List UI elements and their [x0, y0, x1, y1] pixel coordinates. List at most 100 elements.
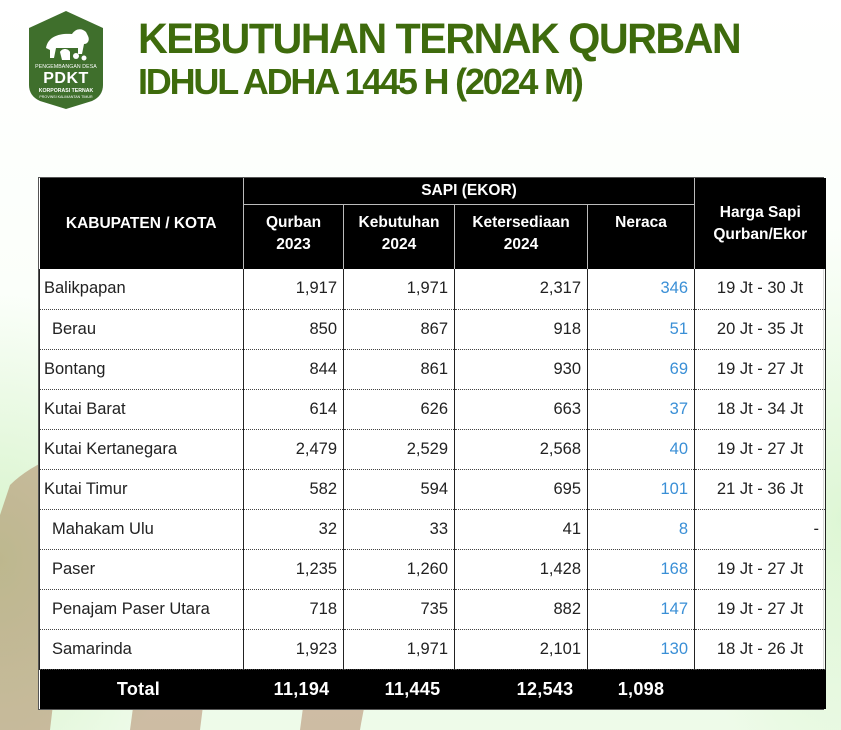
header-harga-line1: Harga Sapi: [719, 203, 801, 221]
table-row: Bontang 844 861 930 69 19 Jt - 27 Jt: [39, 349, 827, 390]
header-qurban-2023: Qurban 2023: [243, 204, 344, 269]
cell-neraca: 69: [586, 349, 696, 390]
total-neraca: 1,098: [587, 669, 695, 709]
cell-harga: 19 Jt - 27 Jt: [694, 349, 827, 390]
cell-neraca: 346: [586, 269, 696, 310]
logo-top-text: PENGEMBANGAN DESA: [35, 64, 97, 70]
qurban-needs-table: KABUPATEN / KOTA SAPI (EKOR) Harga Sapi …: [38, 177, 827, 710]
header-ketersediaan-line2: 2024: [503, 235, 539, 253]
cell-ketersediaan-2024: 695: [454, 469, 588, 510]
header-region: KABUPATEN / KOTA: [39, 178, 244, 269]
total-qurban-2023: 11,194: [243, 669, 344, 709]
cell-neraca: 168: [586, 549, 696, 590]
table-row: Kutai Kertanegara 2,479 2,529 2,568 40 1…: [39, 429, 827, 470]
cell-region: Kutai Kertanegara: [39, 429, 244, 470]
cell-kebutuhan-2024: 735: [343, 589, 455, 630]
cell-harga: -: [694, 509, 827, 550]
cell-qurban-2023: 582: [243, 469, 344, 510]
cell-qurban-2023: 718: [243, 589, 344, 630]
cell-neraca: 51: [586, 309, 696, 350]
cell-qurban-2023: 1,923: [243, 629, 344, 670]
cell-neraca: 8: [586, 509, 696, 550]
cell-region: Paser: [39, 549, 244, 590]
table-row: Kutai Barat 614 626 663 37 18 Jt - 34 Jt: [39, 389, 827, 430]
cell-harga: 19 Jt - 27 Jt: [694, 429, 827, 470]
cell-neraca: 40: [586, 429, 696, 470]
header-group-sapi: SAPI (EKOR): [242, 178, 696, 205]
cell-harga: 19 Jt - 30 Jt: [694, 269, 827, 310]
cell-neraca: 101: [586, 469, 696, 510]
table-row: Paser 1,235 1,260 1,428 168 19 Jt - 27 J…: [39, 549, 827, 590]
cell-kebutuhan-2024: 626: [343, 389, 455, 430]
pdkt-logo: PENGEMBANGAN DESA PDKT KORPORASI TERNAK …: [20, 6, 112, 114]
cell-qurban-2023: 614: [243, 389, 344, 430]
header-ketersediaan-line1: Ketersediaan: [472, 213, 570, 231]
cell-region: Berau: [39, 309, 244, 350]
cell-kebutuhan-2024: 1,260: [343, 549, 455, 590]
logo-shield-icon: [26, 8, 106, 112]
cell-region: Penajam Paser Utara: [39, 589, 244, 630]
cell-ketersediaan-2024: 882: [454, 589, 588, 630]
table-row: Kutai Timur 582 594 695 101 21 Jt - 36 J…: [39, 469, 827, 510]
cell-qurban-2023: 2,479: [243, 429, 344, 470]
header-harga: Harga Sapi Qurban/Ekor: [694, 178, 826, 269]
header-kebutuhan-2024: Kebutuhan 2024: [343, 204, 455, 269]
cell-ketersediaan-2024: 2,317: [454, 269, 588, 310]
cell-qurban-2023: 32: [243, 509, 344, 550]
cell-region: Kutai Timur: [39, 469, 244, 510]
total-label: Total: [39, 669, 244, 709]
cell-ketersediaan-2024: 2,568: [454, 429, 588, 470]
header-kebutuhan-line2: 2024: [381, 235, 417, 253]
header-qurban-line1: Qurban: [265, 213, 322, 231]
header-qurban-line2: 2023: [276, 235, 311, 253]
total-harga: [694, 669, 826, 709]
cell-harga: 19 Jt - 27 Jt: [694, 549, 827, 590]
cell-ketersediaan-2024: 930: [454, 349, 588, 390]
cell-ketersediaan-2024: 663: [454, 389, 588, 430]
cell-harga: 20 Jt - 35 Jt: [694, 309, 827, 350]
cell-kebutuhan-2024: 861: [343, 349, 455, 390]
cell-qurban-2023: 1,235: [243, 549, 344, 590]
total-row: Total 11,194 11,445 12,543 1,098: [39, 669, 826, 709]
table-row: Mahakam Ulu 32 33 41 8 -: [39, 509, 827, 550]
page-title: KEBUTUHAN TERNAK QURBAN IDHUL ADHA 1445 …: [138, 14, 765, 102]
cell-harga: 19 Jt - 27 Jt: [694, 589, 827, 630]
cell-kebutuhan-2024: 2,529: [343, 429, 455, 470]
table-row: Penajam Paser Utara 718 735 882 147 19 J…: [39, 589, 827, 630]
header-neraca: Neraca: [586, 204, 695, 269]
cell-ketersediaan-2024: 918: [454, 309, 588, 350]
cell-kebutuhan-2024: 1,971: [343, 629, 455, 670]
cell-ketersediaan-2024: 2,101: [454, 629, 588, 670]
cell-qurban-2023: 844: [243, 349, 344, 390]
table-row: Samarinda 1,923 1,971 2,101 130 18 Jt - …: [39, 629, 827, 670]
logo-main-text: PDKT: [43, 70, 89, 87]
cell-ketersediaan-2024: 41: [454, 509, 588, 550]
logo-region-text: PROVINSI KALIMANTAN TIMUR: [39, 95, 93, 99]
header-harga-line2: Qurban/Ekor: [713, 225, 808, 243]
header-kebutuhan-line1: Kebutuhan: [358, 213, 440, 231]
table-row: Balikpapan 1,917 1,971 2,317 346 19 Jt -…: [39, 269, 827, 310]
cell-region: Kutai Barat: [39, 389, 244, 430]
total-kebutuhan-2024: 11,445: [343, 669, 455, 709]
header-ketersediaan-2024: Ketersediaan 2024: [454, 204, 588, 269]
cell-kebutuhan-2024: 33: [343, 509, 455, 550]
cell-kebutuhan-2024: 594: [343, 469, 455, 510]
table-row: Berau 850 867 918 51 20 Jt - 35 Jt: [39, 309, 827, 350]
total-ketersediaan-2024: 12,543: [454, 669, 588, 709]
title-line-2: IDHUL ADHA 1445 H (2024 M): [138, 61, 584, 102]
cell-harga: 21 Jt - 36 Jt: [694, 469, 827, 510]
cell-kebutuhan-2024: 1,971: [343, 269, 455, 310]
cell-ketersediaan-2024: 1,428: [454, 549, 588, 590]
cell-harga: 18 Jt - 26 Jt: [694, 629, 827, 670]
title-line-1: KEBUTUHAN TERNAK QURBAN: [138, 15, 742, 63]
cell-region: Mahakam Ulu: [39, 509, 244, 550]
cell-kebutuhan-2024: 867: [343, 309, 455, 350]
logo-sub-text: KORPORASI TERNAK: [38, 88, 94, 94]
cell-region: Balikpapan: [39, 269, 244, 310]
cell-neraca: 37: [586, 389, 696, 430]
cell-region: Samarinda: [39, 629, 244, 670]
cell-neraca: 130: [586, 629, 696, 670]
cell-qurban-2023: 1,917: [243, 269, 344, 310]
cell-harga: 18 Jt - 34 Jt: [694, 389, 827, 430]
cell-neraca: 147: [586, 589, 696, 630]
